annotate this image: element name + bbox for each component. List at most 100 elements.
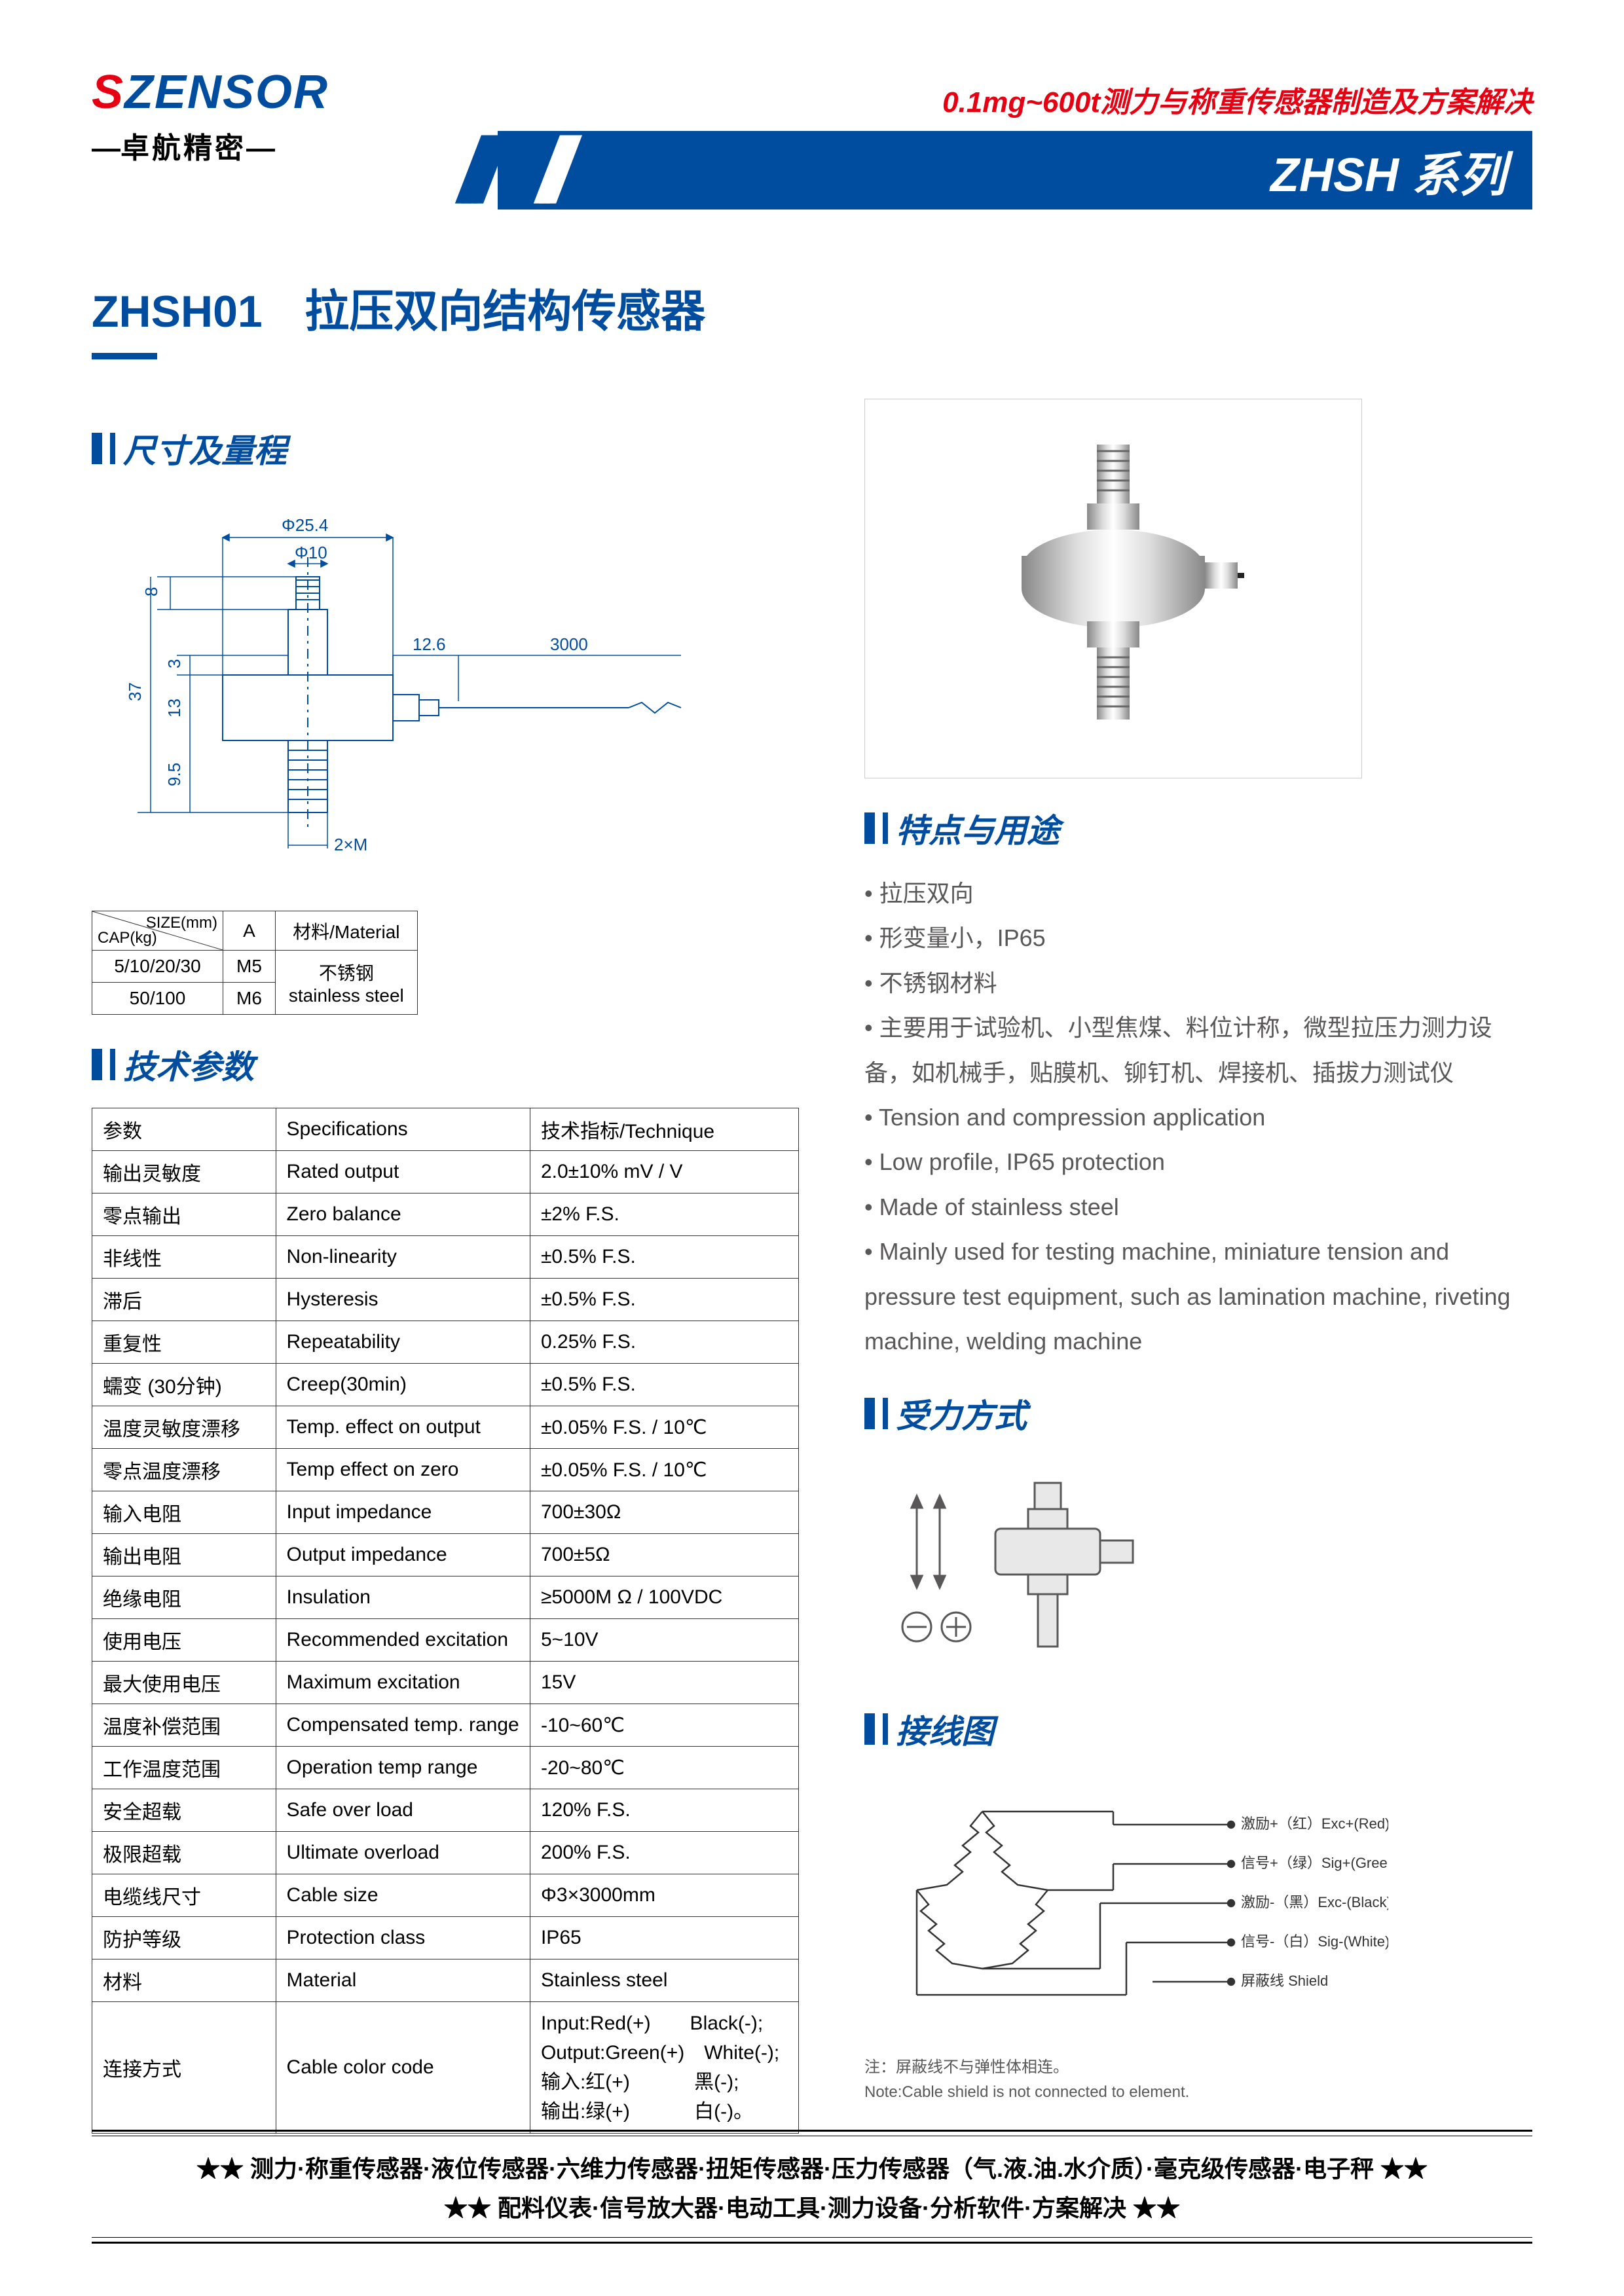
spec-cell: Temp effect on zero <box>276 1449 530 1491</box>
spec-cell: ±0.5% F.S. <box>530 1364 798 1406</box>
spec-cell: Cable color code <box>276 2002 530 2134</box>
force-diagram <box>864 1457 1257 1679</box>
spec-cell: Zero balance <box>276 1194 530 1236</box>
svg-text:8: 8 <box>141 587 161 596</box>
section-dimensions-head: 尺寸及量程 <box>92 425 799 472</box>
spec-row: 防护等级Protection classIP65 <box>92 1917 799 1959</box>
section-force-title: 受力方式 <box>896 1390 1027 1437</box>
spec-row: 输出灵敏度Rated output2.0±10% mV / V <box>92 1151 799 1194</box>
spec-row: 零点输出Zero balance±2% F.S. <box>92 1194 799 1236</box>
spec-cell: ±0.05% F.S. / 10℃ <box>530 1406 798 1449</box>
section-wiring-head: 接线图 <box>864 1705 1532 1753</box>
spec-cell: 蠕变 (30分钟) <box>92 1364 276 1406</box>
spec-hdr-0: 参数 <box>92 1108 276 1151</box>
svg-text:13: 13 <box>164 699 184 718</box>
spec-cell: 防护等级 <box>92 1917 276 1959</box>
spec-cell: 15V <box>530 1662 798 1704</box>
spec-row: 工作温度范围Operation temp range-20~80℃ <box>92 1747 799 1789</box>
model-desc: 拉压双向结构传感器 <box>304 287 705 337</box>
size-col-a: A <box>223 911 276 951</box>
spec-cell: 2.0±10% mV / V <box>530 1151 798 1194</box>
spec-cell: -20~80℃ <box>530 1747 798 1789</box>
a-row1: M5 <box>223 951 276 983</box>
spec-cell: Creep(30min) <box>276 1364 530 1406</box>
spec-cell: Repeatability <box>276 1321 530 1364</box>
spec-cell: 零点输出 <box>92 1194 276 1236</box>
series-text: ZHSH 系列 <box>1270 136 1506 205</box>
logo-subtitle: 卓航精密 <box>92 124 329 166</box>
product-photo <box>864 399 1362 778</box>
feature-item: 主要用于试验机、小型焦煤、料位计称，微型拉压力测力设备，如机械手，贴膜机、铆钉机… <box>864 1006 1532 1095</box>
spec-cell: Rated output <box>276 1151 530 1194</box>
footer-line1: ★★ 测力·称重传感器·液位传感器·六维力传感器·扭矩传感器·压力传感器（气.液… <box>92 2150 1532 2184</box>
spec-cell: 输入电阻 <box>92 1491 276 1534</box>
wiring-note1: 注：屏蔽线不与弹性体相连。 <box>864 2054 1532 2077</box>
feature-item: Mainly used for testing machine, miniatu… <box>864 1230 1532 1364</box>
spec-cell: 0.25% F.S. <box>530 1321 798 1364</box>
spec-row: 使用电压Recommended excitation5~10V <box>92 1619 799 1662</box>
svg-text:信号+（绿）Sig+(Green): 信号+（绿）Sig+(Green) <box>1241 1855 1388 1871</box>
wiring-note2: Note:Cable shield is not connected to el… <box>864 2083 1532 2102</box>
spec-cell: Temp. effect on output <box>276 1406 530 1449</box>
spec-row: 绝缘电阻Insulation≥5000M Ω / 100VDC <box>92 1576 799 1619</box>
page-header: SZENSOR 卓航精密 0.1mg~600t测力与称重传感器制造及方案解决 /… <box>92 65 1532 249</box>
section-features-head: 特点与用途 <box>864 805 1532 852</box>
feature-item: 形变量小，IP65 <box>864 916 1532 960</box>
spec-row: 材料MaterialStainless steel <box>92 1959 799 2002</box>
section-force-head: 受力方式 <box>864 1390 1532 1437</box>
spec-cell: 输出电阻 <box>92 1534 276 1576</box>
spec-hdr-2: 技术指标/Technique <box>530 1108 798 1151</box>
svg-text:3000: 3000 <box>550 634 588 654</box>
spec-cell: Compensated temp. range <box>276 1704 530 1747</box>
spec-cell: Output impedance <box>276 1534 530 1576</box>
spec-hdr-1: Specifications <box>276 1108 530 1151</box>
spec-cell: 温度补偿范围 <box>92 1704 276 1747</box>
spec-cell: 5~10V <box>530 1619 798 1662</box>
spec-cell: Operation temp range <box>276 1747 530 1789</box>
svg-text:激励-（黑）Exc-(Black): 激励-（黑）Exc-(Black) <box>1241 1894 1388 1910</box>
spec-cell: 非线性 <box>92 1236 276 1279</box>
logo-rest: ZENSOR <box>124 66 329 118</box>
spec-row: 蠕变 (30分钟)Creep(30min)±0.5% F.S. <box>92 1364 799 1406</box>
spec-cell: -10~60℃ <box>530 1704 798 1747</box>
svg-text:Φ10: Φ10 <box>295 543 327 562</box>
spec-cell: 工作温度范围 <box>92 1747 276 1789</box>
section-specs-title: 技术参数 <box>123 1041 254 1088</box>
wiring-diagram: 激励+（红）Exc+(Red) 信号+（绿）Sig+(Green) 激励-（黑）… <box>864 1772 1388 2047</box>
footer: ★★ 测力·称重传感器·液位传感器·六维力传感器·扭矩传感器·压力传感器（气.液… <box>0 2130 1624 2244</box>
size-col-mat: 材料/Material <box>275 911 417 951</box>
spec-cell: 滞后 <box>92 1279 276 1321</box>
svg-text:3: 3 <box>164 659 184 668</box>
feature-item: Made of stainless steel <box>864 1185 1532 1230</box>
spec-row: 温度灵敏度漂移Temp. effect on output±0.05% F.S.… <box>92 1406 799 1449</box>
spec-row: 电缆线尺寸Cable sizeΦ3×3000mm <box>92 1874 799 1917</box>
spec-cell: Safe over load <box>276 1789 530 1832</box>
features-list: 拉压双向形变量小，IP65不锈钢材料主要用于试验机、小型焦煤、料位计称，微型拉压… <box>864 871 1532 1364</box>
spec-cell: Material <box>276 1959 530 2002</box>
feature-item: 不锈钢材料 <box>864 961 1532 1006</box>
logo: SZENSOR 卓航精密 <box>92 65 329 166</box>
a-row2: M6 <box>223 983 276 1015</box>
spec-row: 重复性Repeatability0.25% F.S. <box>92 1321 799 1364</box>
section-wiring-title: 接线图 <box>896 1705 994 1753</box>
spec-row: 连接方式Cable color codeInput:Red(+) Black(-… <box>92 2002 799 2134</box>
spec-cell: 700±5Ω <box>530 1534 798 1576</box>
spec-row: 最大使用电压Maximum excitation15V <box>92 1662 799 1704</box>
footer-line2: ★★ 配料仪表·信号放大器·电动工具·测力设备·分析软件·方案解决 ★★ <box>92 2189 1532 2223</box>
spec-cell: Non-linearity <box>276 1236 530 1279</box>
dimension-drawing: Φ25.4 Φ10 8 3 13 37 9.5 12.6 3000 2×M <box>92 492 707 898</box>
spec-cell: 绝缘电阻 <box>92 1576 276 1619</box>
spec-cell: 200% F.S. <box>530 1832 798 1874</box>
spec-row: 零点温度漂移Temp effect on zero±0.05% F.S. / 1… <box>92 1449 799 1491</box>
spec-cell: ≥5000M Ω / 100VDC <box>530 1576 798 1619</box>
spec-cell: Φ3×3000mm <box>530 1874 798 1917</box>
spec-row: 输出电阻Output impedance700±5Ω <box>92 1534 799 1576</box>
svg-text:激励+（红）Exc+(Red): 激励+（红）Exc+(Red) <box>1241 1815 1388 1832</box>
spec-cell: 120% F.S. <box>530 1789 798 1832</box>
spec-cell: 电缆线尺寸 <box>92 1874 276 1917</box>
spec-table: 参数Specifications技术指标/Technique输出灵敏度Rated… <box>92 1108 799 2134</box>
spec-cell: 极限超载 <box>92 1832 276 1874</box>
spec-cell: 连接方式 <box>92 2002 276 2134</box>
spec-cell: Stainless steel <box>530 1959 798 2002</box>
spec-cell: 最大使用电压 <box>92 1662 276 1704</box>
